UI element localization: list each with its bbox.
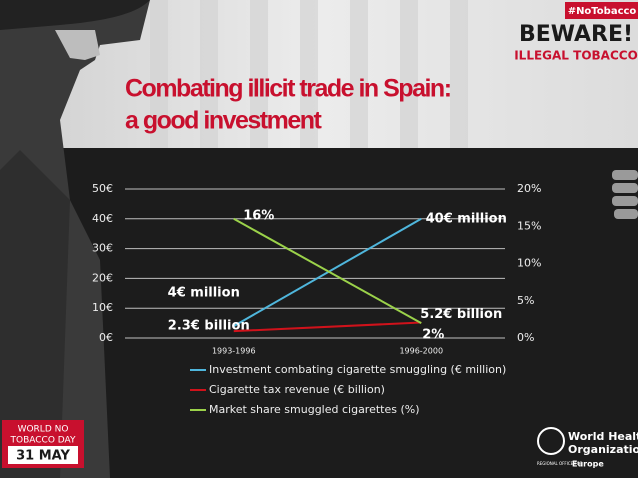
regional: REGIONAL OFFICE FOR bbox=[537, 461, 583, 466]
stripes bbox=[150, 0, 468, 148]
chart-title: Combating illicit trade in Spain: bbox=[125, 75, 451, 103]
illegal-tobacco: ILLEGAL TOBACCO bbox=[514, 49, 638, 63]
legend-label: Cigarette tax revenue (€ billion) bbox=[209, 383, 385, 396]
day-line: TOBACCO DAY bbox=[10, 436, 76, 446]
y2-tick-label: 15% bbox=[517, 219, 541, 232]
x-tick-label: 1996-2000 bbox=[399, 347, 443, 356]
x-tick-label: 1993-1996 bbox=[212, 347, 256, 356]
value-label: 2% bbox=[422, 328, 444, 343]
legend-label: Market share smuggled cigarettes (%) bbox=[209, 403, 420, 416]
y2-tick-label: 0% bbox=[517, 331, 534, 344]
value-label: 16% bbox=[243, 208, 274, 223]
y-tick-label: 40€ bbox=[92, 212, 113, 225]
value-label: 5.2€ billion bbox=[420, 307, 502, 322]
value-label: 4€ million bbox=[168, 286, 240, 301]
legend-label: Investment combating cigarette smuggling… bbox=[209, 363, 506, 376]
y-tick-label: 0€ bbox=[99, 331, 113, 344]
y-tick-label: 10€ bbox=[92, 301, 113, 314]
coat bbox=[0, 150, 70, 478]
y-tick-label: 30€ bbox=[92, 242, 113, 255]
series-line bbox=[233, 217, 422, 324]
value-label: 40€ million bbox=[426, 211, 507, 226]
y2-tick-label: 20% bbox=[517, 182, 541, 195]
face bbox=[55, 30, 100, 60]
who-name: World Health bbox=[568, 430, 638, 443]
series-line bbox=[233, 321, 422, 333]
date-box bbox=[8, 446, 78, 464]
y-tick-label: 50€ bbox=[92, 182, 113, 195]
hand bbox=[612, 170, 638, 219]
hashtag-box bbox=[565, 2, 638, 19]
series-line bbox=[233, 217, 422, 327]
who-emblem bbox=[537, 427, 565, 455]
who-name: Organization bbox=[568, 443, 638, 456]
day-line: WORLD NO bbox=[18, 425, 69, 435]
value-label: 2.3€ billion bbox=[168, 319, 250, 334]
y2-tick-label: 10% bbox=[517, 257, 541, 270]
beware: BEWARE! bbox=[519, 22, 633, 47]
y2-tick-label: 5% bbox=[517, 294, 534, 307]
date: 31 MAY bbox=[16, 449, 70, 464]
hashtag: #NoTobacco bbox=[568, 6, 637, 17]
hat bbox=[0, 0, 150, 30]
chart-title: a good investment bbox=[125, 107, 323, 135]
region: Europe bbox=[572, 460, 604, 469]
y-tick-label: 20€ bbox=[92, 271, 113, 284]
